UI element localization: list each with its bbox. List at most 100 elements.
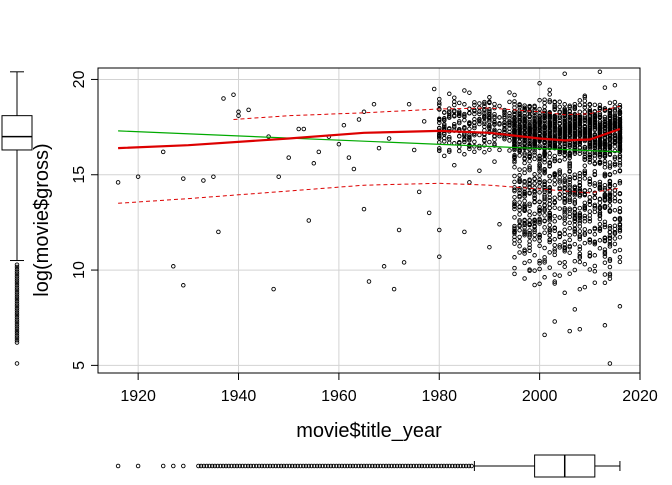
data-point: [617, 111, 623, 116]
data-point: [597, 221, 603, 227]
data-point: [472, 102, 477, 108]
data-point: [497, 115, 502, 120]
data-point: [582, 129, 588, 134]
x-box-outlier: [450, 463, 455, 469]
data-point: [552, 225, 557, 231]
data-point: [592, 226, 598, 232]
data-point: [552, 195, 557, 201]
x-box-outlier: [425, 463, 430, 469]
data-point: [447, 91, 452, 97]
data-point: [472, 132, 477, 138]
data-point: [602, 161, 608, 167]
data-point: [612, 99, 618, 105]
data-point: [612, 207, 618, 213]
data-point: [532, 113, 537, 119]
data-point: [532, 145, 537, 150]
data-point: [522, 217, 527, 223]
data-point: [572, 207, 578, 212]
data-point: [522, 225, 527, 230]
data-point: [587, 101, 593, 107]
data-point: [522, 144, 527, 150]
data-point: [537, 168, 542, 174]
data-point: [577, 176, 583, 182]
data-point: [537, 190, 542, 195]
data-point: [557, 245, 562, 250]
data-point: [597, 114, 603, 119]
x-box-outlier: [447, 463, 452, 469]
data-point: [582, 200, 588, 206]
data-point: [547, 99, 552, 105]
data-point: [577, 173, 583, 179]
data-point: [522, 111, 527, 116]
data-point: [462, 111, 467, 117]
data-point: [472, 117, 477, 122]
data-point: [517, 148, 522, 153]
data-point: [607, 133, 613, 139]
data-point: [211, 174, 216, 179]
data-point: [572, 307, 578, 312]
x-box-outlier: [259, 463, 265, 469]
y-box-outlier: [14, 315, 20, 320]
data-point: [567, 243, 572, 249]
data-point: [482, 103, 487, 109]
data-point: [592, 132, 598, 137]
data-point: [542, 168, 547, 173]
data-point: [482, 124, 487, 129]
data-point: [542, 218, 547, 223]
data-point: [607, 123, 613, 129]
data-point: [406, 101, 412, 107]
data-point: [582, 130, 588, 136]
x-box-outlier: [381, 463, 386, 469]
data-point: [452, 114, 457, 119]
data-point: [582, 203, 588, 209]
data-point: [607, 165, 613, 170]
data-point: [597, 160, 603, 166]
data-point: [527, 248, 532, 254]
data-point: [607, 181, 613, 187]
data-point: [467, 121, 472, 126]
x-box-outlier: [312, 463, 317, 469]
x-box-outlier: [364, 463, 369, 469]
x-box-outlier: [353, 463, 358, 469]
data-point: [557, 113, 562, 119]
data-point: [582, 144, 588, 150]
data-point: [502, 107, 507, 113]
data-point: [547, 121, 552, 127]
x-box-outlier: [389, 463, 394, 469]
data-point: [572, 134, 578, 139]
data-point: [602, 249, 608, 255]
x-box-outlier: [171, 463, 176, 469]
data-point: [542, 185, 547, 191]
data-point: [552, 249, 557, 254]
data-point: [617, 199, 623, 204]
data-point: [607, 160, 613, 165]
data-point: [547, 215, 552, 221]
data-point: [562, 120, 567, 125]
data-point: [472, 120, 477, 125]
data-point: [537, 184, 542, 189]
x-box-outlier: [350, 463, 356, 469]
data-point: [557, 144, 562, 149]
x-box-outlier: [201, 463, 207, 469]
data-point: [437, 118, 442, 123]
x-box-outlier: [267, 463, 273, 469]
data-point: [582, 171, 588, 177]
data-point: [457, 113, 462, 118]
data-point: [562, 118, 567, 124]
data-point: [216, 229, 221, 235]
data-point: [602, 154, 608, 159]
data-point: [617, 190, 623, 196]
data-point: [602, 152, 608, 158]
data-point: [512, 223, 517, 229]
data-point: [512, 115, 517, 120]
data-point: [577, 131, 583, 136]
data-point: [442, 110, 447, 115]
y-box-outlier: [14, 333, 20, 338]
data-point: [587, 219, 593, 224]
data-point: [607, 242, 613, 247]
y-box-outlier: [14, 276, 20, 281]
data-point: [437, 254, 442, 259]
data-point: [512, 155, 517, 161]
data-point: [592, 240, 598, 245]
data-point: [602, 224, 608, 230]
